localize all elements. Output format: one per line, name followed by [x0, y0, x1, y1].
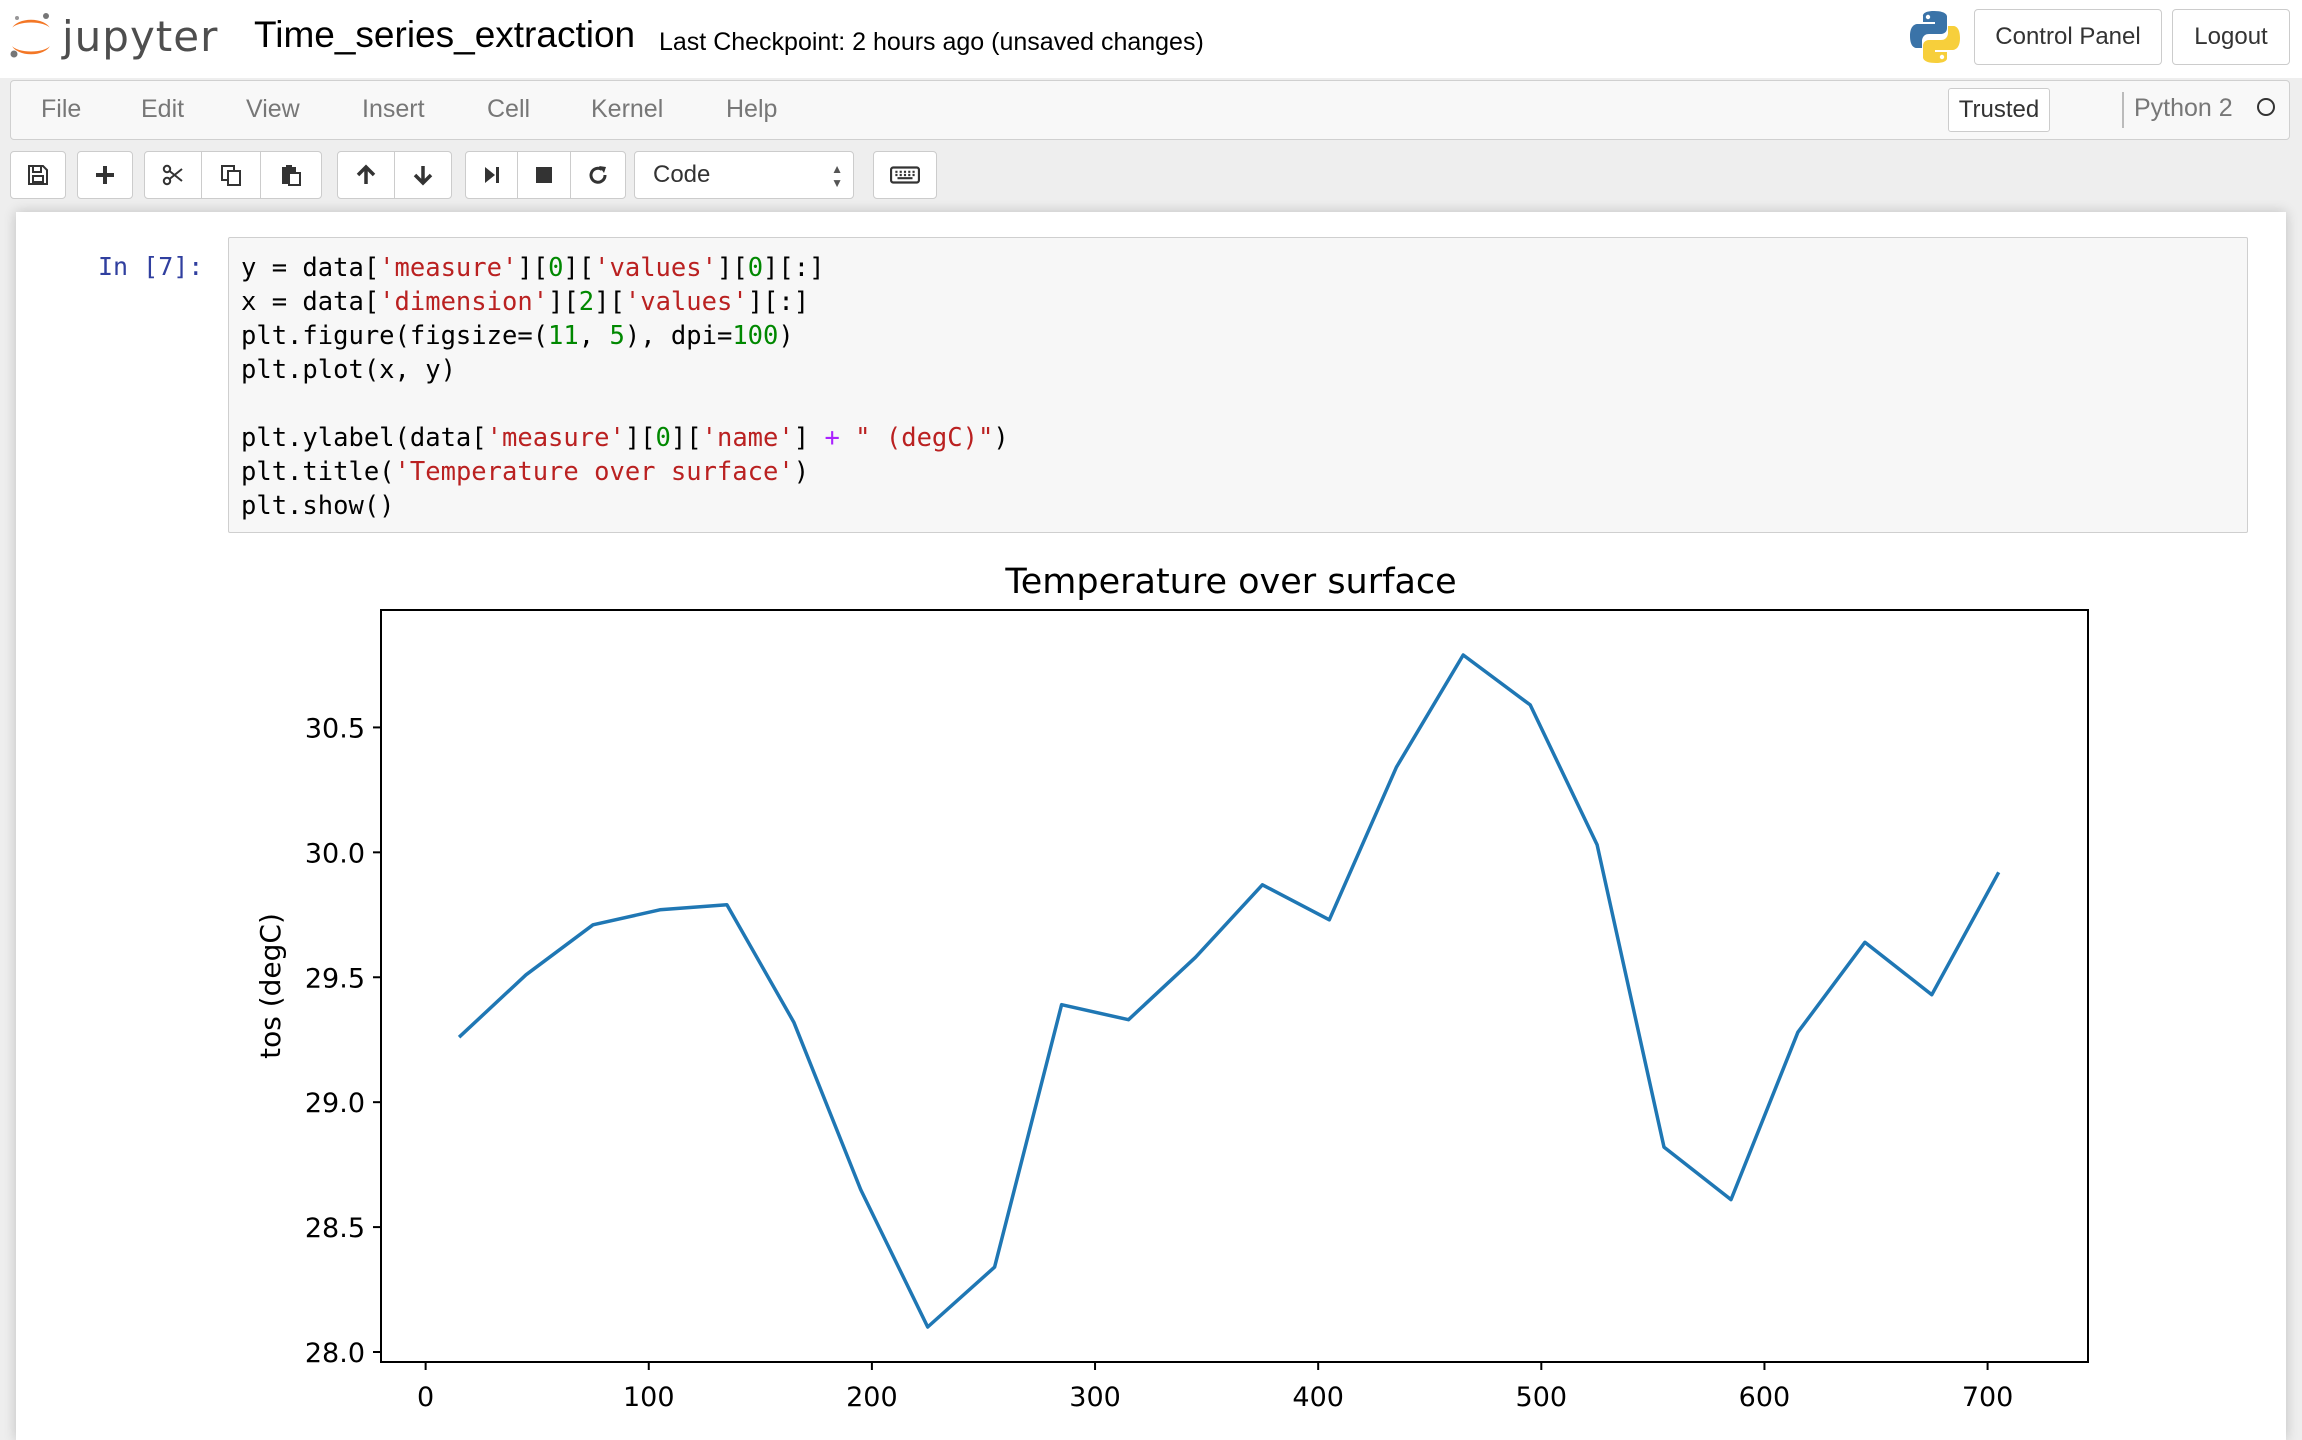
series-line	[457, 653, 2001, 1329]
y-tick-label: 29.5	[305, 963, 365, 994]
jupyter-logo-text: jupyter	[62, 11, 219, 61]
x-tick-label: 700	[1962, 1382, 2014, 1413]
menu-kernel[interactable]: Kernel	[591, 95, 664, 123]
menu-view[interactable]: View	[246, 95, 300, 123]
select-arrows-icon: ▲ ▼	[831, 162, 843, 190]
line-chart: Temperature over surface tos (degC) 0 100…	[254, 562, 2089, 1413]
kernel-idle-icon	[2257, 98, 2275, 116]
x-tick-label: 500	[1516, 1382, 1568, 1413]
x-tick-label: 0	[417, 1382, 434, 1413]
arrow-up-icon	[356, 164, 376, 184]
checkpoint-status: Last Checkpoint: 2 hours ago (unsaved ch…	[659, 28, 1204, 56]
cell-type-value: Code	[653, 161, 711, 188]
run-button[interactable]	[465, 151, 518, 199]
run-step-icon	[484, 167, 499, 183]
cut-button[interactable]	[144, 151, 202, 199]
x-axis-ticks: 0 100 200 300 400 500 600 700	[417, 1362, 2013, 1413]
copy-icon	[221, 165, 241, 186]
x-tick-label: 300	[1069, 1382, 1121, 1413]
stop-icon	[536, 167, 552, 183]
cell-type-select[interactable]: Code ▲ ▼	[634, 151, 854, 199]
code-editor[interactable]: y = data['measure'][0]['values'][0][:] x…	[241, 253, 1009, 521]
paste-icon	[282, 165, 301, 186]
move-up-button[interactable]	[337, 151, 395, 199]
copy-button[interactable]	[201, 151, 261, 199]
notebook-name[interactable]: Time_series_extraction	[254, 14, 636, 55]
y-tick-label: 28.5	[305, 1213, 365, 1244]
command-palette-button[interactable]	[873, 151, 937, 199]
menu-insert[interactable]: Insert	[362, 95, 425, 123]
save-button[interactable]	[10, 151, 66, 199]
restart-icon	[589, 166, 607, 184]
scissors-icon	[162, 164, 183, 186]
code-cell-input[interactable]	[228, 237, 2248, 533]
menu-file[interactable]: File	[41, 95, 82, 123]
jupyter-logo-icon	[10, 13, 50, 58]
header: jupyter Time_series_extraction Last Chec…	[0, 0, 2302, 78]
jupyter-logo[interactable]: jupyter	[8, 6, 218, 66]
control-panel-button[interactable]: Control Panel	[1974, 9, 2162, 65]
plus-icon	[96, 166, 114, 184]
paste-button[interactable]	[260, 151, 322, 199]
insert-cell-button[interactable]	[77, 151, 133, 199]
trusted-indicator[interactable]: Trusted	[1948, 88, 2050, 132]
arrow-down-icon	[413, 166, 433, 186]
move-down-button[interactable]	[394, 151, 452, 199]
y-tick-label: 29.0	[305, 1088, 365, 1119]
chart-title: Temperature over surface	[1004, 562, 1456, 602]
x-tick-label: 100	[623, 1382, 675, 1413]
menu-edit[interactable]: Edit	[141, 95, 185, 123]
y-tick-label: 30.5	[305, 713, 365, 744]
keyboard-icon	[890, 166, 920, 184]
x-tick-label: 200	[846, 1382, 898, 1413]
kernel-name[interactable]: Python 2	[2134, 94, 2233, 122]
y-tick-label: 30.0	[305, 838, 365, 869]
y-axis-label: tos (degC)	[254, 913, 287, 1059]
logout-button[interactable]: Logout	[2172, 9, 2290, 65]
restart-button[interactable]	[570, 151, 626, 199]
x-tick-label: 600	[1739, 1382, 1791, 1413]
save-icon	[28, 165, 48, 185]
interrupt-button[interactable]	[517, 151, 571, 199]
cell-prompt: In [7]:	[98, 252, 204, 281]
python-logo-icon	[1910, 11, 1960, 63]
menu-help[interactable]: Help	[726, 95, 778, 123]
y-tick-label: 28.0	[305, 1338, 365, 1369]
x-tick-label: 400	[1292, 1382, 1344, 1413]
y-axis-ticks: 28.0 28.5 29.0 29.5 30.0 30.5	[305, 713, 381, 1369]
menubar: File Edit View Insert Cell Kernel Help	[10, 80, 2290, 140]
menu-cell[interactable]: Cell	[487, 95, 531, 123]
kernel-divider	[2122, 92, 2124, 128]
plot-frame	[380, 609, 2089, 1363]
